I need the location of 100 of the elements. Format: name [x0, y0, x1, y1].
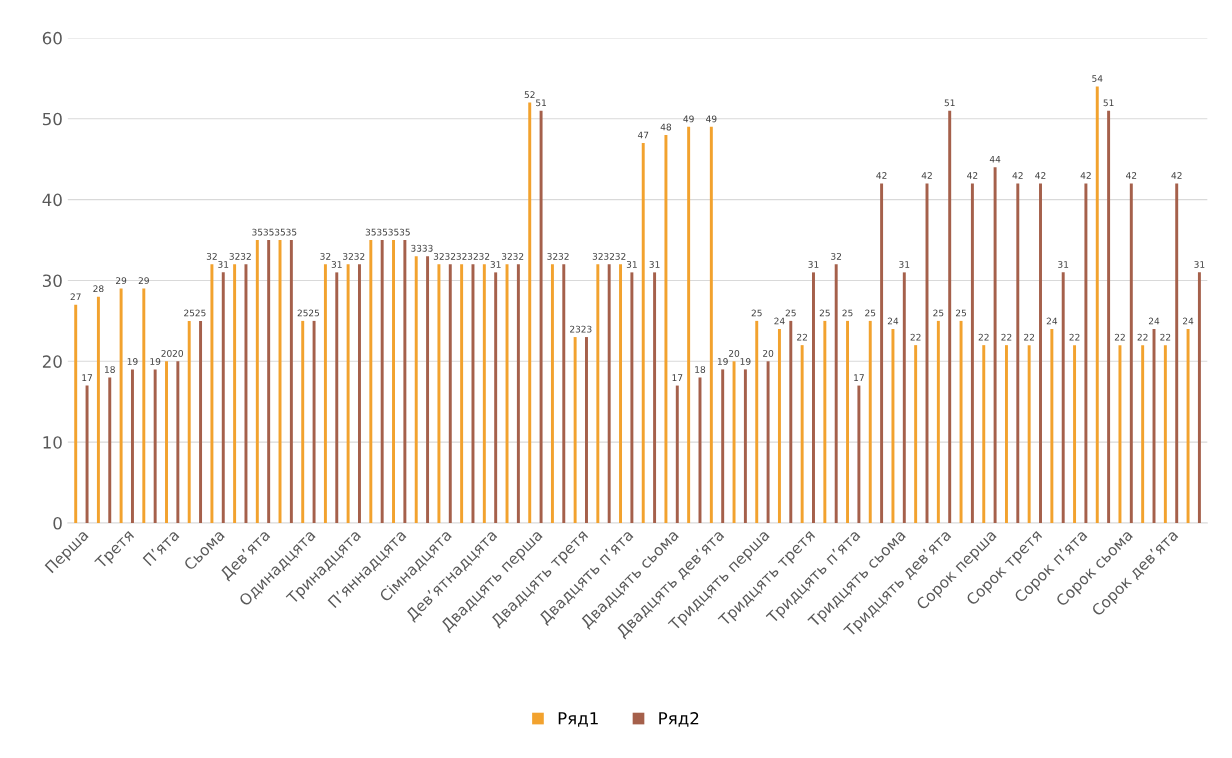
data-label: 51 — [1103, 99, 1114, 107]
data-label: 47 — [637, 131, 649, 139]
data-label: 17 — [854, 374, 864, 381]
data-label: 32 — [513, 252, 524, 260]
bar — [562, 264, 566, 524]
y-tick-label: 60 — [42, 31, 62, 45]
data-label: 35 — [388, 228, 399, 236]
data-label: 25 — [955, 309, 967, 317]
data-label: 22 — [1137, 333, 1148, 341]
data-label: 42 — [1012, 172, 1023, 179]
bar — [687, 126, 691, 524]
bar — [516, 264, 520, 524]
data-label: 20 — [763, 349, 774, 357]
bar — [1141, 345, 1145, 524]
data-label: 32 — [592, 252, 603, 260]
bar — [414, 256, 418, 524]
data-label: 17 — [82, 374, 93, 381]
y-tick-label: 20 — [42, 355, 62, 368]
bar — [812, 272, 815, 524]
data-label: 35 — [274, 228, 285, 236]
data-label: 18 — [105, 366, 115, 373]
bar — [165, 361, 168, 524]
data-label: 32 — [445, 252, 456, 260]
data-label: 42 — [967, 172, 978, 179]
bar — [789, 320, 793, 524]
data-label: 35 — [377, 228, 388, 236]
data-label: 32 — [615, 252, 626, 260]
data-label: 25 — [184, 309, 195, 317]
bar — [108, 377, 112, 524]
data-label: 31 — [626, 261, 637, 268]
data-label: 24 — [1046, 317, 1058, 325]
bar — [426, 256, 430, 524]
data-label: 20 — [728, 349, 740, 357]
bar — [641, 143, 645, 524]
bar — [460, 264, 464, 524]
bar — [187, 320, 191, 524]
data-label: 22 — [797, 333, 807, 341]
bar — [766, 361, 770, 524]
bar — [857, 385, 861, 524]
data-label: 23 — [570, 325, 581, 333]
bar — [619, 264, 623, 524]
data-label: 29 — [116, 277, 127, 285]
data-label: 20 — [172, 349, 184, 357]
bar — [1163, 345, 1167, 524]
data-label: 32 — [433, 252, 444, 260]
data-label: 33 — [422, 244, 433, 252]
data-label: 32 — [320, 252, 331, 260]
data-label: 31 — [899, 261, 910, 268]
data-label: 31 — [218, 261, 229, 268]
data-label: 49 — [683, 115, 694, 123]
data-label: 25 — [933, 309, 944, 317]
y-tick-label: 10 — [43, 436, 62, 449]
data-label: 35 — [252, 228, 263, 236]
bar — [1129, 183, 1133, 524]
bar — [1039, 183, 1042, 524]
bar — [970, 183, 974, 524]
data-label: 22 — [978, 333, 989, 341]
bar — [301, 320, 305, 524]
bar — [403, 240, 407, 524]
bar — [630, 272, 634, 524]
bar — [573, 337, 577, 524]
bar — [777, 328, 781, 524]
bar — [335, 272, 339, 524]
bar — [74, 304, 78, 524]
bar — [1061, 272, 1065, 524]
data-label: 24 — [887, 317, 899, 325]
legend-label: Ряд1 — [558, 712, 598, 727]
data-label: 31 — [808, 261, 819, 268]
data-label: 33 — [411, 244, 422, 252]
bar — [653, 272, 657, 524]
data-label: 32 — [558, 252, 569, 260]
data-label: 19 — [150, 358, 161, 365]
bar — [585, 337, 588, 524]
bar — [528, 102, 532, 524]
bar — [199, 320, 203, 524]
bar — [1186, 328, 1190, 524]
bar — [993, 167, 997, 524]
bar — [675, 385, 679, 524]
data-label: 28 — [93, 285, 104, 293]
data-label: 42 — [876, 172, 887, 179]
bar — [664, 134, 668, 524]
bar — [823, 320, 827, 524]
data-label: 22 — [1069, 333, 1080, 341]
data-label: 32 — [831, 252, 842, 260]
bar — [130, 369, 134, 524]
y-tick-label: 0 — [53, 516, 62, 530]
bar — [1004, 345, 1008, 524]
bar — [289, 240, 293, 524]
data-label: 35 — [365, 228, 376, 236]
data-label: 22 — [1160, 333, 1171, 341]
data-label: 51 — [536, 99, 546, 107]
bar — [834, 264, 838, 524]
data-label: 32 — [467, 252, 478, 260]
legend-label: Ряд2 — [659, 712, 699, 727]
data-label: 22 — [1024, 333, 1034, 341]
bar — [1016, 183, 1020, 524]
bar — [891, 328, 895, 524]
data-label: 31 — [1194, 261, 1205, 268]
data-label: 20 — [161, 349, 172, 357]
bar — [868, 320, 872, 524]
